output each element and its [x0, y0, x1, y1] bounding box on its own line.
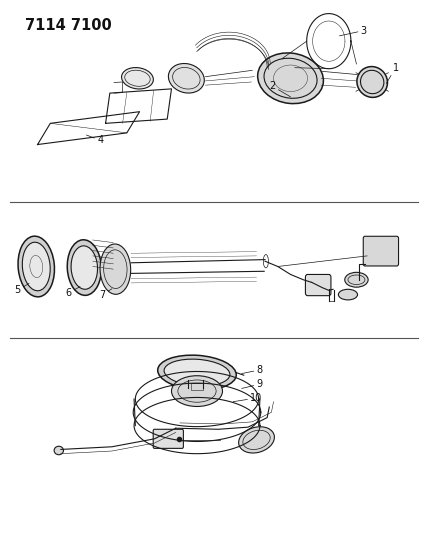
Text: 2: 2 [269, 81, 291, 97]
Ellipse shape [122, 68, 153, 89]
Ellipse shape [54, 446, 63, 455]
Text: 5: 5 [14, 284, 29, 295]
Ellipse shape [158, 355, 236, 390]
Ellipse shape [67, 240, 101, 295]
Ellipse shape [22, 242, 50, 291]
Ellipse shape [345, 272, 368, 287]
Text: 7114 7100: 7114 7100 [25, 18, 112, 34]
FancyBboxPatch shape [306, 274, 331, 296]
Text: 10: 10 [233, 393, 262, 403]
FancyBboxPatch shape [153, 429, 183, 448]
Text: 4: 4 [86, 135, 103, 146]
Ellipse shape [18, 236, 54, 297]
Ellipse shape [71, 246, 98, 289]
Ellipse shape [239, 427, 274, 453]
Ellipse shape [172, 376, 223, 407]
Ellipse shape [258, 53, 324, 103]
Text: 3: 3 [339, 26, 367, 36]
Text: 6: 6 [65, 287, 80, 298]
Ellipse shape [357, 67, 387, 98]
Ellipse shape [168, 63, 204, 93]
Text: 7: 7 [99, 289, 112, 300]
Text: 1: 1 [386, 63, 399, 84]
Ellipse shape [100, 244, 131, 294]
FancyBboxPatch shape [363, 236, 398, 266]
Ellipse shape [164, 359, 230, 386]
Text: 8: 8 [242, 365, 263, 375]
Text: 9: 9 [242, 379, 263, 389]
Ellipse shape [339, 289, 357, 300]
